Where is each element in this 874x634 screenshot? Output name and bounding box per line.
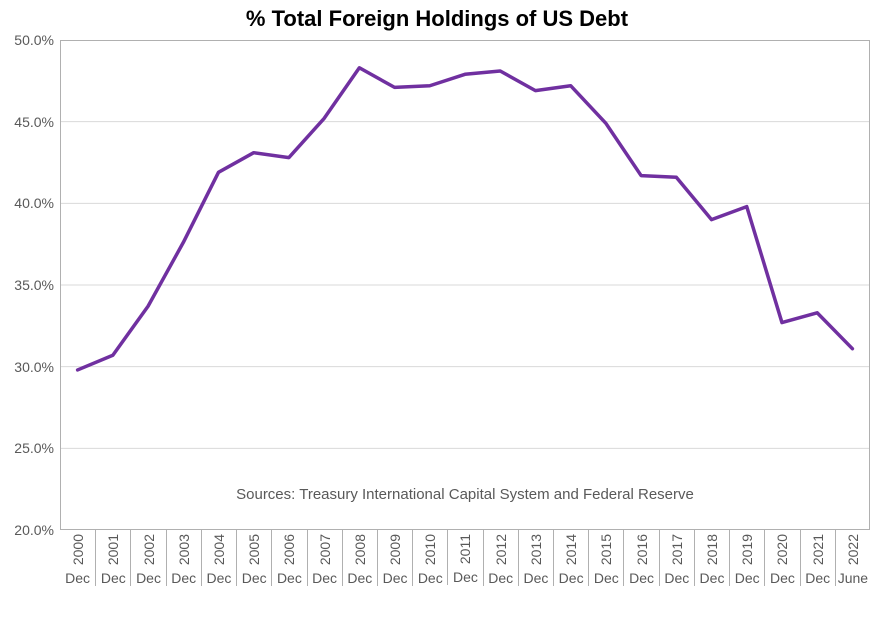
xtick-group: 2004 Dec bbox=[201, 530, 236, 586]
xtick-year: 2016 bbox=[634, 534, 650, 565]
xtick-month: Dec bbox=[624, 570, 658, 586]
xtick-group: 2000 Dec bbox=[60, 530, 95, 586]
xtick-month: Dec bbox=[695, 570, 729, 586]
ytick-label: 30.0% bbox=[14, 359, 60, 375]
chart-title: % Total Foreign Holdings of US Debt bbox=[0, 6, 874, 32]
xtick-group: 2019 Dec bbox=[729, 530, 764, 586]
xtick-month: Dec bbox=[554, 570, 588, 586]
xtick-group: 2015 Dec bbox=[588, 530, 623, 586]
xtick-year: 2011 bbox=[457, 534, 473, 564]
xtick-month: Dec bbox=[730, 570, 764, 586]
xtick-month: Dec bbox=[765, 570, 799, 586]
xtick-group: 2011 Dec bbox=[447, 530, 482, 585]
xtick-year: 2000 bbox=[70, 534, 86, 565]
xtick-month: Dec bbox=[801, 570, 835, 586]
ytick-label: 40.0% bbox=[14, 195, 60, 211]
xtick-group: 2022 June bbox=[835, 530, 870, 586]
xtick-year: 2010 bbox=[422, 534, 438, 565]
xtick-group: 2001 Dec bbox=[95, 530, 130, 586]
xtick-group: 2021 Dec bbox=[800, 530, 835, 586]
xtick-year: 2014 bbox=[563, 534, 579, 565]
xtick-year: 2006 bbox=[281, 534, 297, 565]
xtick-year: 2007 bbox=[317, 534, 333, 565]
xtick-month: Dec bbox=[378, 570, 412, 586]
xtick-group: 2008 Dec bbox=[342, 530, 377, 586]
xtick-year: 2003 bbox=[176, 534, 192, 565]
xtick-year: 2002 bbox=[141, 534, 157, 565]
xtick-month: Dec bbox=[589, 570, 623, 586]
xtick-year: 2021 bbox=[810, 534, 826, 565]
xtick-year: 2005 bbox=[246, 534, 262, 565]
xtick-month: Dec bbox=[448, 569, 482, 585]
ytick-label: 50.0% bbox=[14, 32, 60, 48]
xtick-year: 2008 bbox=[352, 534, 368, 565]
xtick-group: 2009 Dec bbox=[377, 530, 412, 586]
xtick-month: Dec bbox=[272, 570, 306, 586]
xtick-month: June bbox=[836, 570, 870, 586]
xtick-year: 2022 bbox=[845, 534, 861, 565]
xtick-month: Dec bbox=[167, 570, 201, 586]
xtick-month: Dec bbox=[237, 570, 271, 586]
ytick-label: 25.0% bbox=[14, 440, 60, 456]
xtick-group: 2020 Dec bbox=[764, 530, 799, 586]
xtick-month: Dec bbox=[413, 570, 447, 586]
xtick-month: Dec bbox=[343, 570, 377, 586]
ytick-label: 35.0% bbox=[14, 277, 60, 293]
xtick-month: Dec bbox=[519, 570, 553, 586]
plot-area: Sources: Treasury International Capital … bbox=[60, 40, 870, 530]
xtick-month: Dec bbox=[60, 570, 95, 586]
xtick-group: 2006 Dec bbox=[271, 530, 306, 586]
xtick-year: 2020 bbox=[774, 534, 790, 565]
xtick-year: 2015 bbox=[598, 534, 614, 565]
xtick-group: 2017 Dec bbox=[659, 530, 694, 586]
xtick-year: 2017 bbox=[669, 534, 685, 565]
xtick-month: Dec bbox=[131, 570, 165, 586]
xtick-month: Dec bbox=[308, 570, 342, 586]
ytick-label: 20.0% bbox=[14, 522, 60, 538]
line-chart-svg bbox=[60, 40, 870, 530]
xtick-group: 2005 Dec bbox=[236, 530, 271, 586]
xtick-year: 2019 bbox=[739, 534, 755, 565]
xtick-month: Dec bbox=[202, 570, 236, 586]
xtick-group: 2016 Dec bbox=[623, 530, 658, 586]
xtick-year: 2009 bbox=[387, 534, 403, 565]
xtick-group: 2007 Dec bbox=[307, 530, 342, 586]
xtick-month: Dec bbox=[660, 570, 694, 586]
xtick-year: 2018 bbox=[704, 534, 720, 565]
xtick-group: 2010 Dec bbox=[412, 530, 447, 586]
xtick-year: 2013 bbox=[528, 534, 544, 565]
xtick-month: Dec bbox=[484, 570, 518, 586]
xtick-year: 2004 bbox=[211, 534, 227, 565]
xtick-group: 2003 Dec bbox=[166, 530, 201, 586]
chart-frame: % Total Foreign Holdings of US Debt Sour… bbox=[0, 0, 874, 634]
xtick-group: 2012 Dec bbox=[483, 530, 518, 586]
xtick-year: 2012 bbox=[493, 534, 509, 565]
xtick-month: Dec bbox=[96, 570, 130, 586]
xtick-year: 2001 bbox=[105, 534, 121, 565]
xtick-group: 2002 Dec bbox=[130, 530, 165, 586]
xtick-group: 2014 Dec bbox=[553, 530, 588, 586]
data-line bbox=[78, 68, 853, 370]
source-caption: Sources: Treasury International Capital … bbox=[60, 486, 870, 503]
xtick-group: 2013 Dec bbox=[518, 530, 553, 586]
xtick-group: 2018 Dec bbox=[694, 530, 729, 586]
ytick-label: 45.0% bbox=[14, 114, 60, 130]
